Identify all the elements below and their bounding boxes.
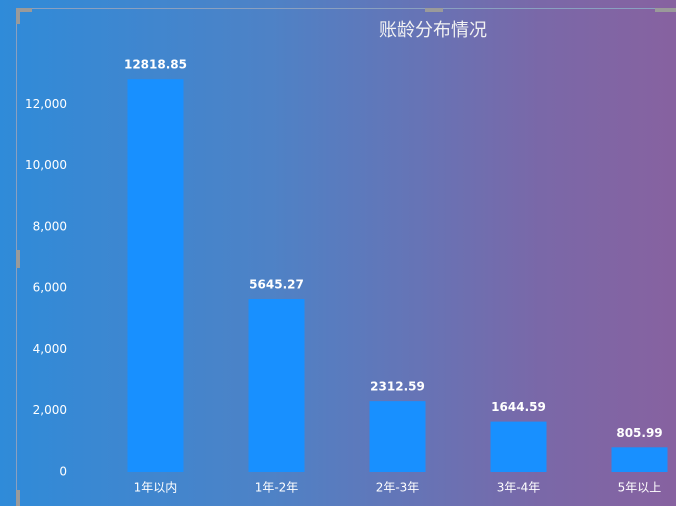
chart-title: 账龄分布情况 [379, 20, 487, 41]
bar [369, 401, 426, 472]
value-label: 1644.59 [491, 400, 546, 414]
bar [248, 299, 305, 472]
value-label: 2312.59 [370, 380, 425, 394]
value-label: 12818.85 [124, 58, 187, 72]
x-tick-label: 3年-4年 [497, 481, 541, 495]
y-tick-label: 0 [59, 465, 67, 479]
y-tick-label: 8,000 [33, 219, 67, 233]
x-tick-label: 1年以内 [134, 481, 178, 495]
y-tick-label: 10,000 [25, 158, 67, 172]
y-tick-label: 2,000 [33, 403, 67, 417]
y-tick-label: 6,000 [33, 281, 67, 295]
bar [490, 421, 547, 472]
y-tick-label: 4,000 [33, 342, 67, 356]
x-tick-label: 5年以上 [618, 481, 662, 495]
frame-decoration [16, 8, 676, 506]
x-tick-label: 2年-3年 [376, 481, 420, 495]
y-tick-label: 12,000 [25, 97, 67, 111]
value-label: 5645.27 [249, 278, 304, 292]
bar [127, 79, 184, 472]
bar [611, 447, 668, 472]
value-label: 805.99 [616, 426, 662, 440]
x-tick-label: 1年-2年 [255, 481, 299, 495]
